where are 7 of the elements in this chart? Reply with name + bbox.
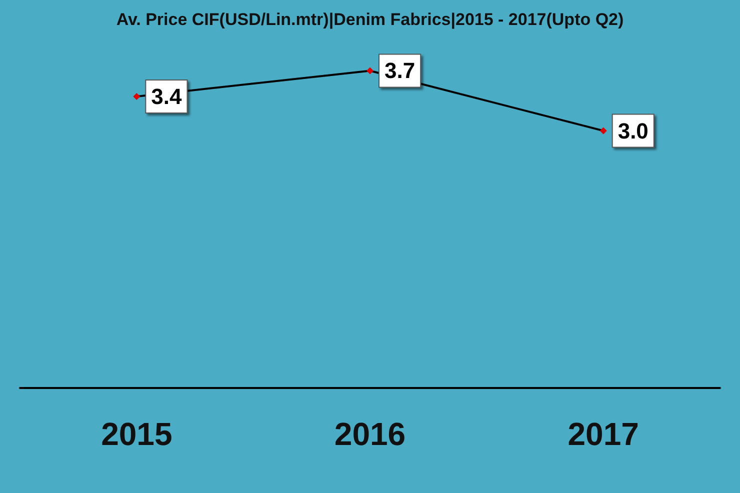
chart-title: Av. Price CIF(USD/Lin.mtr)|Denim Fabrics|2015 - 2017(Upto Q2) (116, 10, 624, 29)
x-tick-label: 2016 (334, 416, 406, 452)
data-label: 3.7 (384, 58, 416, 84)
x-tick-label: 2015 (101, 416, 172, 452)
data-label: 3.0 (618, 118, 648, 144)
x-tick-label: 2017 (568, 416, 639, 452)
data-label: 3.4 (151, 84, 183, 109)
